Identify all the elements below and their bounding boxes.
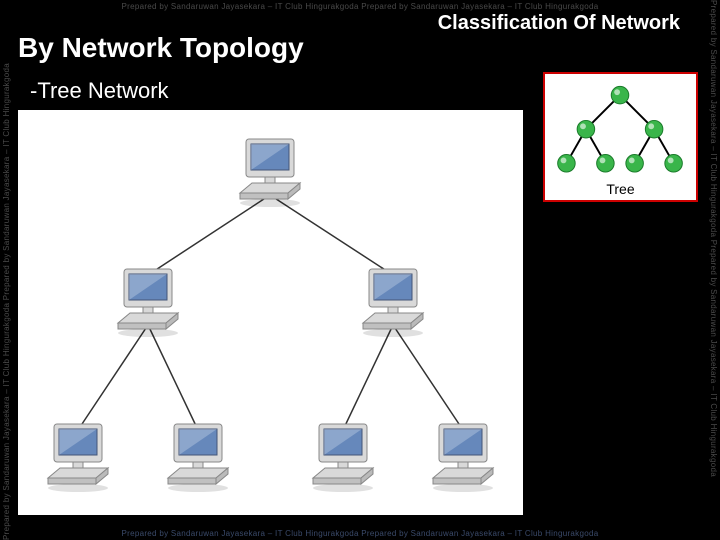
watermark-right: Prepared by Sandaruwan Jayasekara – IT C… bbox=[709, 0, 718, 540]
computer-icon bbox=[118, 269, 178, 329]
page-subtitle: -Tree Network bbox=[30, 78, 169, 104]
computer-icon bbox=[168, 424, 228, 484]
computer-icon bbox=[433, 424, 493, 484]
tree-topology-inset: Tree bbox=[543, 72, 698, 202]
watermark-top: Prepared by Sandaruwan Jayasekara – IT C… bbox=[0, 2, 720, 11]
page-title: By Network Topology bbox=[18, 32, 304, 64]
tree-network-diagram bbox=[18, 110, 523, 515]
computer-icon bbox=[48, 424, 108, 484]
page-supertitle: Classification Of Network bbox=[438, 12, 680, 35]
watermark-left: Prepared by Sandaruwan Jayasekara – IT C… bbox=[2, 0, 11, 540]
computer-icon bbox=[363, 269, 423, 329]
inset-label: Tree bbox=[606, 181, 634, 197]
computer-icon bbox=[313, 424, 373, 484]
computer-icon bbox=[240, 139, 300, 199]
watermark-bottom: Prepared by Sandaruwan Jayasekara – IT C… bbox=[0, 529, 720, 538]
